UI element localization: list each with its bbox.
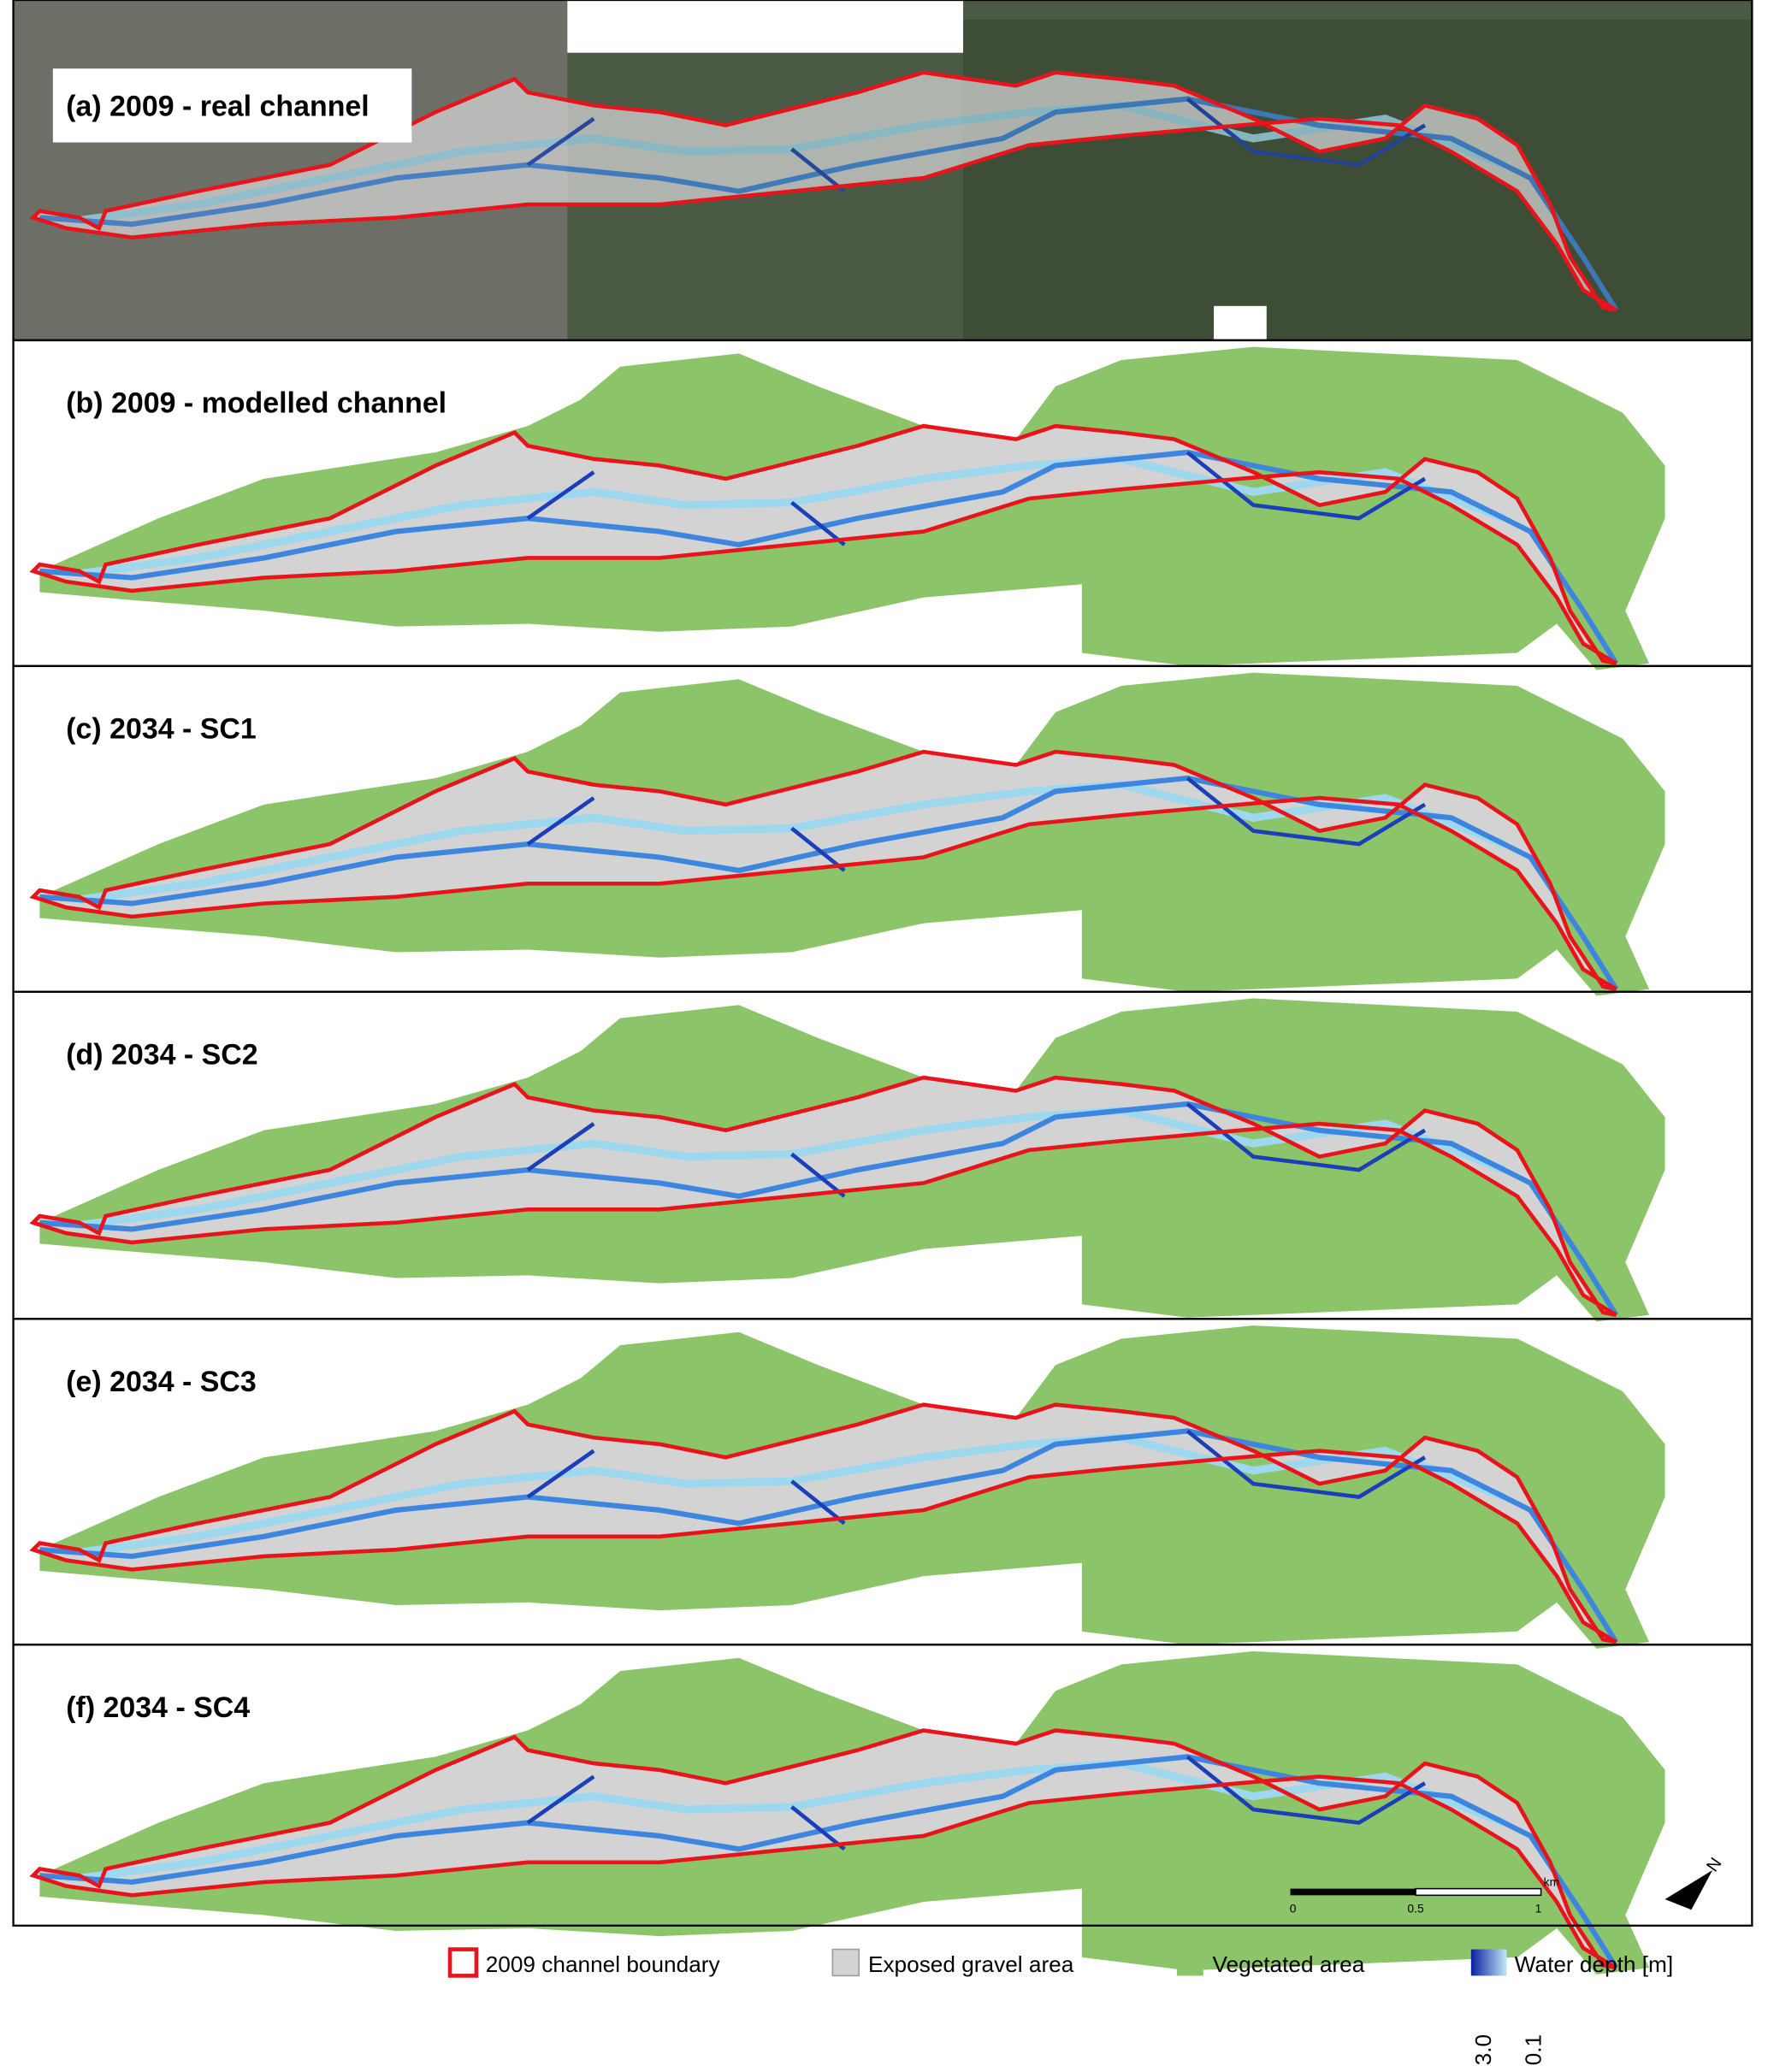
north-arrow: N (1665, 1854, 1726, 1910)
legend-swatch (447, 1947, 479, 1978)
scale-label: 0.5 (1407, 1901, 1424, 1915)
legend-label: Water depth [m] (1515, 1951, 1673, 1977)
panel-label: (a) 2009 - real channel (66, 91, 369, 123)
panels: (a) 2009 - real channel (b) 2009 - modell… (12, 0, 1753, 1975)
map-panel: (d) 2034 - SC2 (12, 990, 1753, 1322)
map-panel: (f) 2034 - SC4 (12, 1644, 1753, 1975)
blank-area (1214, 305, 1267, 340)
legend-label: Vegetated area (1213, 1951, 1365, 1977)
map-panel: (b) 2009 - modelled channel (12, 339, 1753, 670)
map-panel: (c) 2034 - SC1 (12, 664, 1753, 996)
aerial-tile (963, 20, 1753, 340)
panel-label: (c) 2034 - SC1 (66, 713, 256, 746)
map-panel: (a) 2009 - real channel (12, 0, 1753, 342)
panel-label: (d) 2034 - SC2 (66, 1039, 257, 1071)
legend-swatch (1470, 1949, 1507, 1976)
legend-swatch (1176, 1949, 1203, 1976)
panel-frame (12, 1644, 1753, 1927)
panel-label: (e) 2034 - SC3 (66, 1366, 256, 1398)
panel-label: (f) 2034 - SC4 (66, 1691, 250, 1724)
scale-segment (1415, 1887, 1542, 1897)
scale-bar: 0 0.5 1 km (1290, 1875, 1559, 1916)
legend-range: 0.1 (1521, 2034, 1546, 2065)
north-label: N (1703, 1854, 1725, 1874)
panel-label: (b) 2009 - modelled channel (66, 387, 446, 420)
map-panel: (e) 2034 - SC3 (12, 1318, 1753, 1649)
legend: 2009 channel boundary Exposed gravel are… (447, 1947, 1673, 2065)
legend-label: Exposed gravel area (868, 1951, 1074, 1977)
legend-range: 3.0 (1470, 2034, 1496, 2065)
blank-area (567, 0, 964, 53)
label-box (52, 68, 412, 143)
scale-segment (1290, 1888, 1416, 1896)
legend-swatch (831, 1948, 860, 1977)
scale-label: 1 (1535, 1901, 1542, 1915)
scale-unit: km (1544, 1875, 1560, 1889)
legend-label: 2009 channel boundary (486, 1951, 721, 1977)
scale-label: 0 (1290, 1901, 1297, 1915)
